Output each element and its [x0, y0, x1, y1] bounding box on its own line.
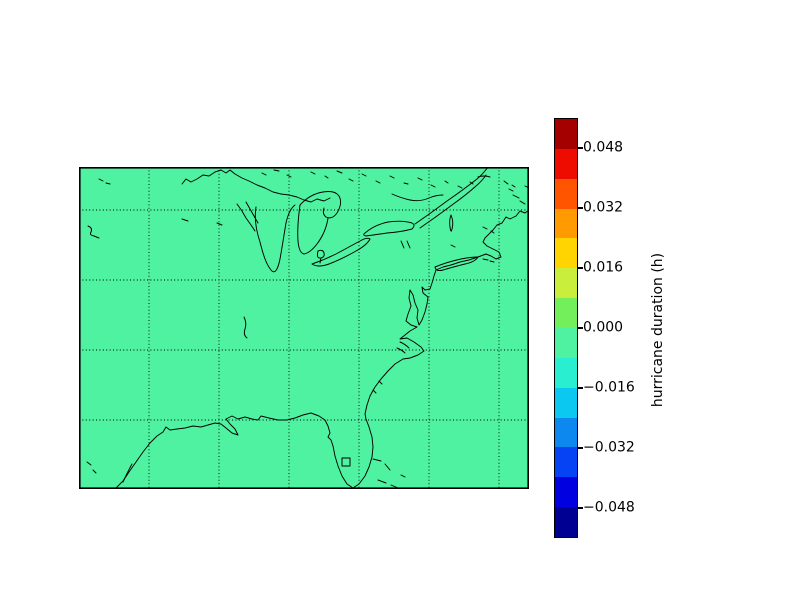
colorbar-segment	[555, 119, 577, 149]
colorbar-tick-label: −0.016	[583, 379, 635, 396]
map-axes	[79, 167, 529, 489]
colorbar-tick	[578, 507, 583, 509]
coastline-maritimes-specks	[503, 180, 529, 205]
graticule-gridlines	[79, 167, 529, 489]
coastline-missouri-reservoir	[87, 225, 100, 239]
coastline-lake-superior-north-channel	[181, 169, 331, 203]
colorbar-segment	[555, 357, 577, 388]
coastline-lake-okeechobee	[341, 457, 351, 467]
coastline-ottawa-river	[391, 193, 444, 202]
coastline-bahamas	[372, 458, 406, 489]
coastline-lake-huron-georgian-bay	[297, 191, 342, 255]
coastline-georgia-sea-islands	[372, 380, 383, 394]
coastline-wisconsin-michigan-lakes	[181, 218, 223, 226]
coastline-northwest-lakes	[98, 178, 111, 185]
coastline-texas-barrier-islands	[86, 461, 133, 483]
colorbar-segment	[555, 238, 577, 269]
colorbar-tick-label: 0.000	[583, 319, 624, 336]
colorbar-segment	[555, 328, 577, 358]
coastline-lake-ontario	[363, 220, 415, 237]
coastline-canadian-lakes-specks	[261, 169, 495, 248]
colorbar-segment	[555, 178, 577, 209]
colorbar-tick-label: 0.016	[583, 259, 624, 276]
map-overlay-svg	[79, 167, 529, 489]
colorbar-tick	[578, 447, 583, 449]
colorbar-segment	[555, 208, 577, 239]
coastline-green-bay	[236, 201, 259, 232]
colorbar-tick	[578, 267, 583, 269]
colorbar-segment	[555, 387, 577, 418]
coastline-lake-michigan	[254, 204, 296, 273]
coastlines	[79, 167, 529, 489]
colorbar-tick	[578, 387, 583, 389]
colorbar-tick-label: 0.048	[583, 139, 624, 156]
coastline-long-island	[434, 256, 479, 272]
colorbar-segment	[555, 417, 577, 448]
colorbar-tick-label: 0.032	[583, 199, 624, 216]
colorbar-segment	[555, 298, 577, 329]
colorbar-tick-label: −0.048	[583, 499, 635, 516]
coastline-kentucky-lake	[243, 316, 248, 339]
coastline-lake-erie	[311, 237, 371, 267]
colorbar-segment	[555, 148, 577, 179]
coastline-cape-cod-islands	[482, 258, 495, 263]
map-axes-border	[79, 167, 529, 489]
colorbar-segment	[555, 507, 577, 538]
colorbar-tick	[578, 207, 583, 209]
coastline-pamlico-sound	[396, 341, 410, 354]
coastline-atlantic-gulf-mainland	[114, 209, 529, 489]
colorbar-tick-label: −0.032	[583, 439, 635, 456]
coastline-finger-lakes	[400, 240, 411, 249]
colorbar	[554, 118, 578, 538]
colorbar-segment	[555, 477, 577, 508]
colorbar-tick	[578, 147, 583, 149]
colorbar-tick	[578, 327, 583, 329]
colorbar-axis-label: hurricane duration (h)	[650, 252, 666, 408]
coastline-lake-champlain	[449, 214, 454, 232]
colorbar-segment	[555, 268, 577, 299]
colorbar-segment	[555, 447, 577, 478]
coastline-st-lawrence-river	[414, 167, 491, 229]
